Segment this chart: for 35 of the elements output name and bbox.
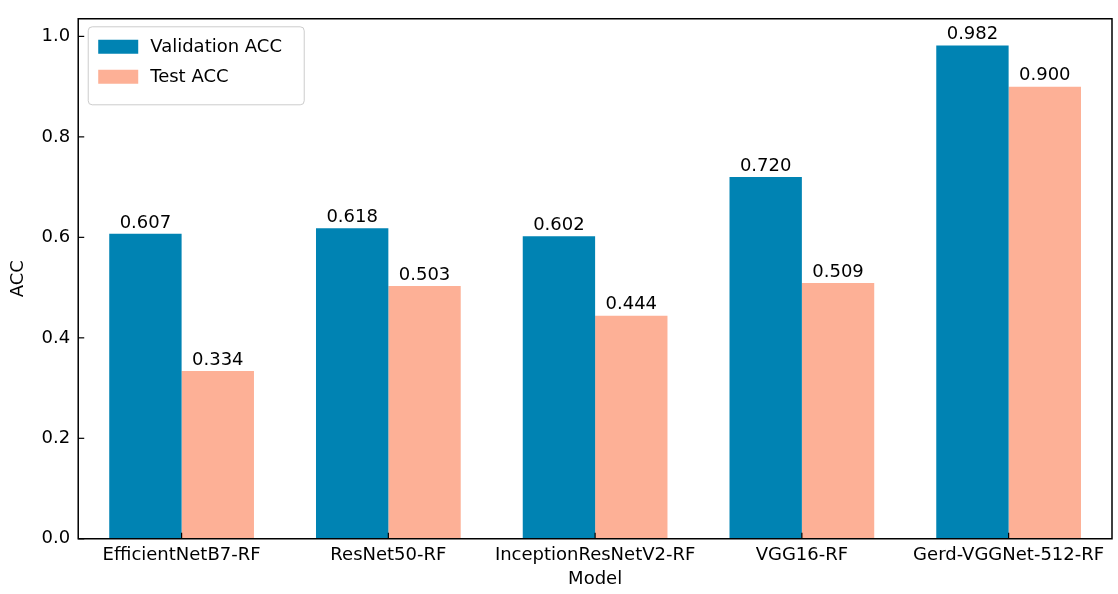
data-label: 0.444 <box>605 292 658 314</box>
x-tick-label: Gerd-VGGNet-512-RF <box>913 543 1105 565</box>
data-label: 0.982 <box>946 22 999 44</box>
bar <box>522 236 596 539</box>
y-tick-label: 0.8 <box>41 124 71 146</box>
data-label: 0.618 <box>326 204 378 226</box>
bar <box>595 315 668 539</box>
data-label: 0.602 <box>533 213 585 235</box>
x-tick-label: VGG16-RF <box>755 543 849 565</box>
bar <box>936 45 1009 539</box>
y-axis-title: ACC <box>6 260 28 298</box>
x-tick-label: ResNet50-RF <box>330 543 447 565</box>
data-label: 0.509 <box>812 259 864 281</box>
bar <box>315 228 389 539</box>
legend-label: Validation ACC <box>150 35 282 57</box>
bar <box>388 286 461 539</box>
data-label: 0.900 <box>1019 63 1071 85</box>
data-label: 0.334 <box>192 347 244 369</box>
bar <box>801 283 875 539</box>
y-tick-label: 0.2 <box>41 425 71 447</box>
data-label: 0.607 <box>119 210 172 232</box>
x-tick-label: EfficientNetB7-RF <box>102 543 261 565</box>
bar <box>109 233 182 539</box>
x-axis-title: Model <box>568 566 623 588</box>
y-tick-label: 1.0 <box>41 24 71 46</box>
y-tick-label: 0.0 <box>41 526 71 548</box>
y-tick-label: 0.6 <box>41 225 71 247</box>
bar <box>1008 86 1081 539</box>
x-tick-label: InceptionResNetV2-RF <box>494 543 696 565</box>
data-label: 0.720 <box>739 153 792 175</box>
y-tick-label: 0.4 <box>41 325 71 347</box>
bar <box>729 177 802 539</box>
data-label: 0.503 <box>398 262 451 284</box>
legend-label: Test ACC <box>149 65 229 87</box>
bar <box>181 370 254 539</box>
